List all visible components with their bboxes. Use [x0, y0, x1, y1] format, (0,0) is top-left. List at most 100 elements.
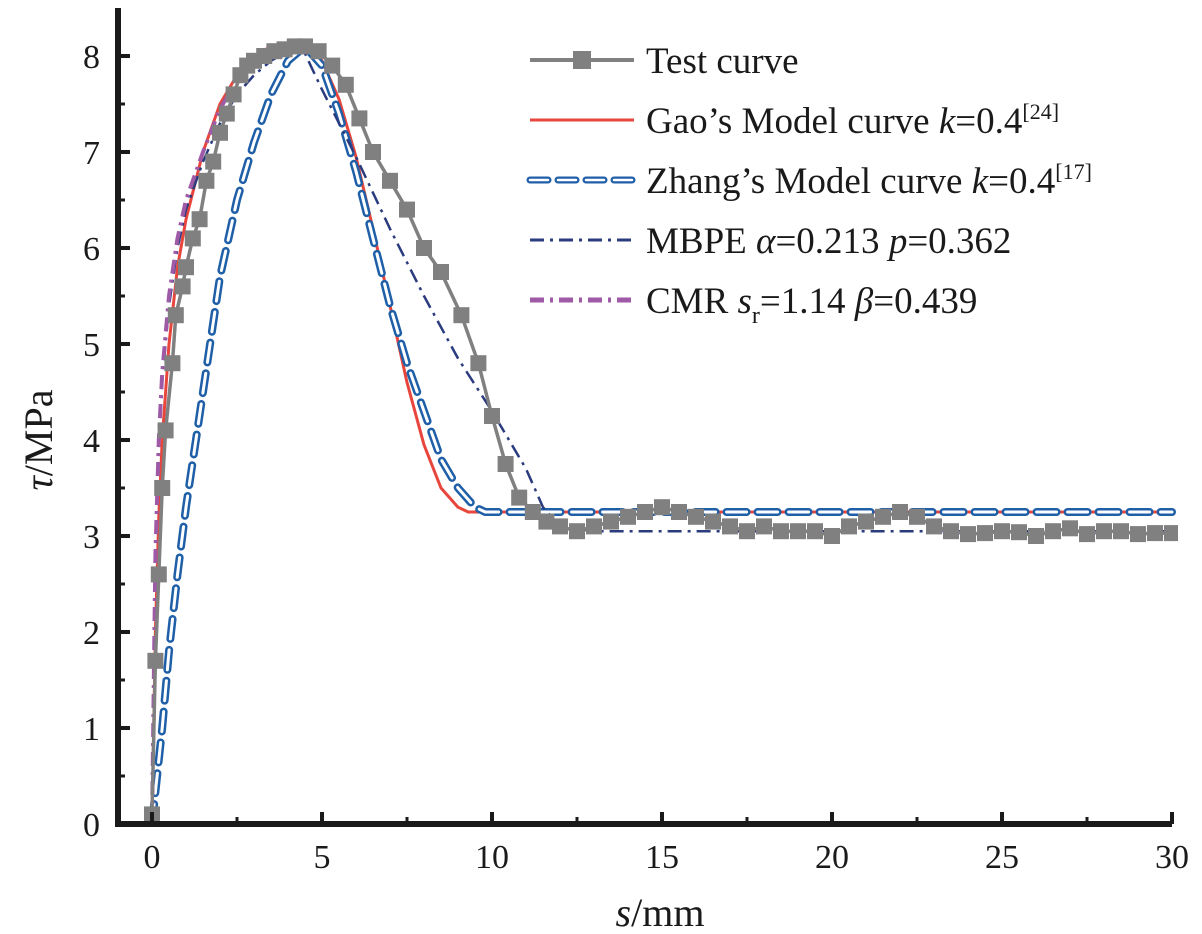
data-point [926, 518, 942, 535]
legend-label-test-curve: Test curve [646, 41, 799, 82]
legend-entry-cmr: CMR sr=1.14 β=0.439 [530, 281, 977, 329]
axes-layer [115, 8, 1172, 827]
data-point [1028, 528, 1044, 544]
data-point [552, 518, 568, 535]
data-point [150, 566, 167, 583]
y-tick-label: 5 [83, 327, 100, 364]
data-point [909, 508, 925, 525]
series-4 [150, 46, 299, 824]
data-point [858, 513, 874, 530]
data-point [174, 278, 191, 295]
data-point [191, 211, 208, 228]
data-point [773, 523, 789, 540]
x-tick-label: 0 [144, 839, 161, 876]
y-axis-variable: τ [16, 475, 61, 491]
y-tick-label: 4 [83, 423, 100, 460]
data-point [603, 513, 619, 530]
legend-entry-mbpe: MBPE α=0.213 p=0.362 [530, 221, 1011, 262]
data-point [218, 105, 235, 122]
data-point [147, 652, 164, 669]
data-point [875, 508, 891, 525]
legend-entry-test-curve: Test curve [530, 41, 799, 82]
data-point [365, 144, 381, 160]
y-tick-label: 7 [83, 135, 100, 172]
data-point [1062, 520, 1078, 537]
data-point [524, 504, 541, 520]
data-point [470, 355, 487, 372]
y-tick-label: 0 [83, 807, 100, 844]
data-point [994, 523, 1010, 540]
legend-label-mbpe: MBPE α=0.213 p=0.362 [646, 221, 1011, 262]
data-point [154, 480, 171, 496]
data-point [511, 489, 528, 506]
data-point [586, 518, 602, 535]
legend-entry-gao-model: Gao’s Model curve k=0.4[24] [530, 99, 1059, 142]
data-point [225, 86, 242, 103]
data-point [1045, 523, 1061, 540]
data-point [756, 518, 772, 535]
data-point [484, 408, 500, 424]
data-point [1096, 523, 1112, 540]
data-point [324, 57, 341, 74]
y-tick-label: 2 [83, 615, 100, 652]
legend-label-gao-model: Gao’s Model curve k=0.4[24] [646, 99, 1059, 142]
y-axis-unit: /MPa [16, 389, 61, 476]
data-point [943, 523, 959, 540]
data-point [977, 525, 993, 542]
data-point [399, 201, 415, 218]
data-point [453, 307, 470, 324]
legend: Test curve Gao’s Model curve k=0.4[24] Z… [526, 41, 1092, 329]
y-tick-label: 3 [83, 519, 100, 556]
data-point [205, 153, 222, 170]
data-point [654, 499, 670, 516]
data-point [960, 526, 976, 543]
data-point [157, 422, 174, 439]
data-point [178, 259, 194, 276]
data-point [1147, 525, 1163, 542]
data-point [569, 523, 585, 540]
x-tick-label: 25 [985, 839, 1019, 876]
legend-marker-test-curve [573, 51, 591, 69]
x-tick-label: 10 [475, 839, 509, 876]
y-axis-title: τ/MPa [16, 389, 61, 490]
data-point [351, 110, 368, 127]
x-tick-label: 15 [645, 839, 679, 876]
data-point [297, 38, 313, 55]
data-point [416, 240, 432, 256]
series-line [150, 46, 299, 824]
x-axis-unit: /mm [631, 890, 704, 934]
series-layer [144, 38, 1178, 824]
series-0 [144, 38, 1178, 823]
data-point [688, 508, 704, 525]
data-point [1011, 524, 1027, 541]
series-2 [148, 42, 1176, 824]
data-point [671, 504, 687, 520]
data-point [497, 456, 514, 472]
series-3 [150, 45, 1172, 824]
data-point [824, 528, 840, 544]
data-point [433, 264, 449, 280]
data-point [1113, 523, 1129, 540]
data-point [790, 523, 806, 540]
data-point [841, 518, 857, 535]
data-point [1079, 526, 1095, 543]
x-tick-label: 5 [314, 839, 331, 876]
data-point [198, 172, 215, 189]
ticks-layer: 0 1 2 3 4 5 6 7 8 0 5 10 15 20 25 30 [83, 39, 1189, 876]
x-tick-label: 20 [815, 839, 849, 876]
data-point [722, 518, 738, 535]
data-point [167, 307, 184, 324]
data-point [620, 508, 636, 525]
data-point [807, 523, 823, 540]
series-line [150, 45, 1172, 824]
series-line-core [150, 44, 1174, 824]
data-point [739, 523, 755, 540]
x-axis-title: s/mm [616, 890, 705, 934]
data-point [1130, 526, 1146, 543]
data-point [184, 230, 201, 247]
data-point [164, 355, 181, 372]
data-point [212, 124, 228, 141]
data-point [637, 504, 653, 520]
y-tick-label: 8 [83, 39, 100, 76]
